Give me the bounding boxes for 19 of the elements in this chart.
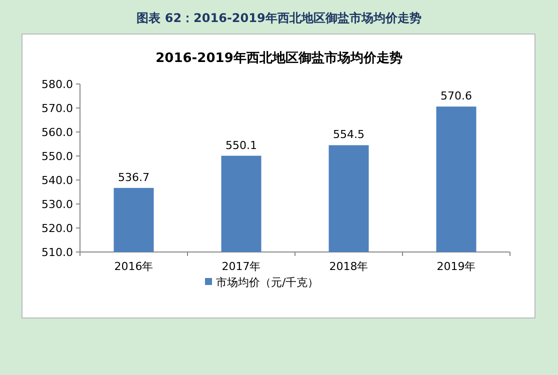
x-tick-label: 2018年 — [329, 260, 368, 273]
y-tick-label: 540.0 — [42, 174, 73, 187]
x-tick-label: 2016年 — [114, 260, 154, 273]
legend-label: 市场均价（元/千克） — [216, 276, 319, 289]
x-tick-label: 2019年 — [436, 260, 476, 273]
y-tick-label: 580.0 — [42, 78, 73, 91]
chart-title: 2016-2019年西北地区御盐市场均价走势 — [156, 50, 402, 66]
data-label: 570.6 — [440, 90, 472, 103]
data-label: 536.7 — [118, 170, 150, 184]
data-label: 554.5 — [333, 128, 364, 142]
y-tick-label: 560.0 — [42, 126, 73, 139]
y-tick-label: 510.0 — [42, 246, 73, 259]
text: 图表 62：2016-2019年西北地区御盐市场均价走势 — [136, 11, 422, 25]
y-tick-label: 570.0 — [42, 102, 73, 115]
y-tick-label: 530.0 — [42, 198, 73, 211]
data-label: 550.1 — [226, 138, 257, 152]
y-tick-label: 520.0 — [42, 222, 73, 235]
y-tick-label: 550.0 — [42, 150, 73, 163]
x-tick-label: 2017年 — [222, 260, 261, 273]
